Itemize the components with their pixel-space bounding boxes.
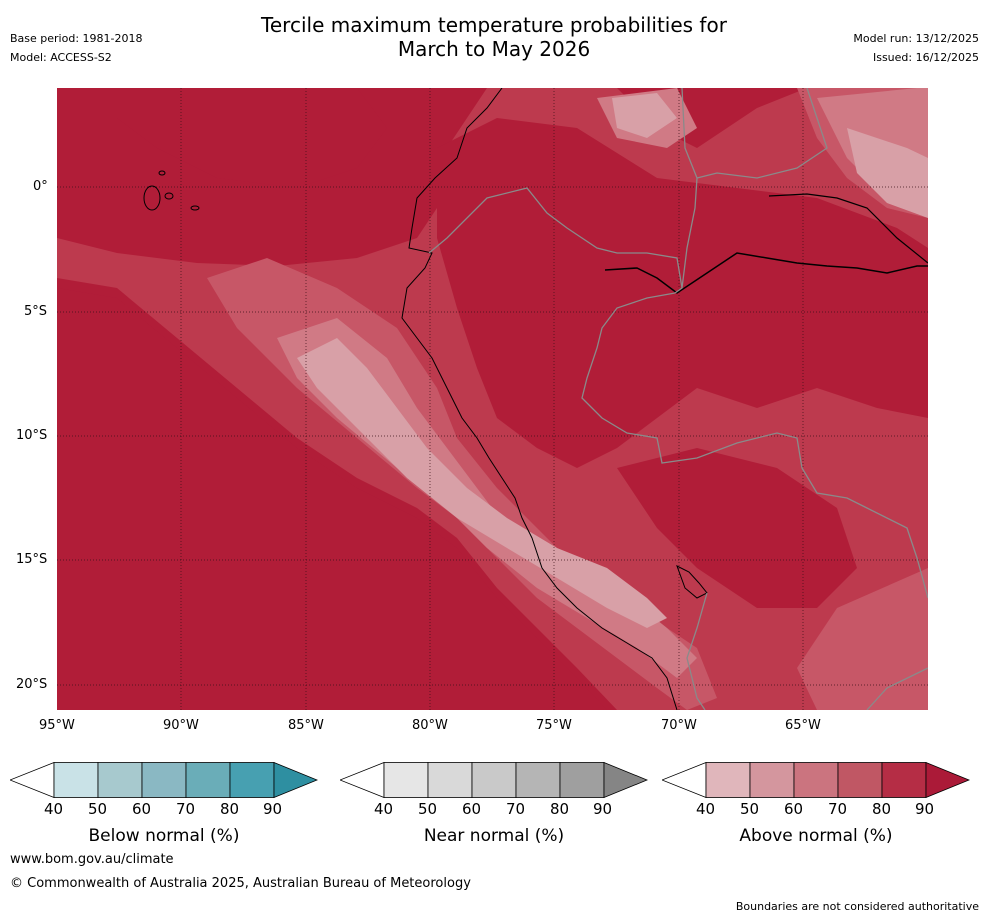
issued-date: Issued: 16/12/2025 xyxy=(872,51,979,64)
colorbar-segment xyxy=(881,762,927,798)
title-line-1: Tercile maximum temperature probabilitie… xyxy=(261,13,727,37)
colorbar-arrow-high xyxy=(925,761,971,799)
lon-label-95w: 95°W xyxy=(39,718,75,733)
colorbar-near-normal xyxy=(338,761,649,799)
rio-negro xyxy=(768,193,928,264)
coastline xyxy=(401,88,678,710)
colorbar-segment xyxy=(705,762,751,798)
colorbar-arrow-high xyxy=(603,761,649,799)
band-70-southeast xyxy=(797,568,928,710)
ticks-near-normal: 40 50 60 70 80 90 xyxy=(340,800,648,820)
colorbar-segment xyxy=(185,762,231,798)
band-90-south-central xyxy=(617,448,857,608)
colorbar-segment xyxy=(229,762,275,798)
colorbar-segment xyxy=(427,762,473,798)
galapagos-islands xyxy=(143,170,200,211)
lat-label-15s: 15°S xyxy=(16,552,48,567)
lat-label-5s: 5°S xyxy=(24,304,48,319)
lat-label-10s: 10°S xyxy=(16,428,48,443)
lat-label-0: 0° xyxy=(33,179,48,194)
tick: 40 xyxy=(44,800,64,818)
website-link[interactable]: www.bom.gov.au/climate xyxy=(10,852,174,867)
tick: 80 xyxy=(872,800,892,818)
amazon-river xyxy=(604,252,928,294)
model-run: Model run: 13/12/2025 xyxy=(853,32,979,45)
colorbar-segment xyxy=(515,762,561,798)
lon-label-65w: 65°W xyxy=(785,718,821,733)
label-below-normal: Below normal (%) xyxy=(88,826,240,846)
border-venezuela xyxy=(696,88,828,179)
disclaimer: Boundaries are not considered authoritat… xyxy=(735,900,979,913)
tick: 40 xyxy=(374,800,394,818)
title-line-2: March to May 2026 xyxy=(397,37,591,61)
tick: 80 xyxy=(220,800,240,818)
ticks-below-normal: 40 50 60 70 80 90 xyxy=(10,800,318,820)
tick: 70 xyxy=(828,800,848,818)
tick: 50 xyxy=(418,800,438,818)
label-above-normal: Above normal (%) xyxy=(739,826,893,846)
copyright: © Commonwealth of Australia 2025, Austra… xyxy=(10,876,471,891)
colorbar-arrow-low xyxy=(660,761,707,799)
colorbar-segment xyxy=(749,762,795,798)
tick: 60 xyxy=(132,800,152,818)
border-peru-brazil-bolivia xyxy=(581,292,928,599)
tick: 50 xyxy=(88,800,108,818)
lon-label-90w: 90°W xyxy=(163,718,199,733)
tick: 50 xyxy=(740,800,760,818)
lon-label-75w: 75°W xyxy=(536,718,572,733)
border-ecuador-peru-colombia xyxy=(428,187,683,294)
model-name: Model: ACCESS-S2 xyxy=(10,51,112,64)
base-period: Base period: 1981-2018 xyxy=(10,32,143,45)
lat-label-20s: 20°S xyxy=(16,677,48,692)
band-90-west xyxy=(57,288,607,710)
band-90-top xyxy=(117,88,387,188)
colorbar-segment xyxy=(141,762,187,798)
colorbar-segment xyxy=(559,762,605,798)
country-borders xyxy=(428,88,928,710)
graticule xyxy=(57,88,928,710)
colorbar-segment xyxy=(471,762,517,798)
lon-label-80w: 80°W xyxy=(412,718,448,733)
colorbar-segment xyxy=(53,762,99,798)
colorbar-below-normal xyxy=(8,761,319,799)
band-50-north xyxy=(612,93,677,138)
legend-below-normal xyxy=(8,761,319,802)
tick: 60 xyxy=(784,800,804,818)
colorbar-segment xyxy=(383,762,429,798)
colorbar-arrow-low xyxy=(8,761,55,799)
ticks-above-normal: 40 50 60 70 80 90 xyxy=(662,800,970,820)
border-colombia-brazil xyxy=(681,88,698,289)
colorbar-arrow-low xyxy=(338,761,385,799)
tick: 40 xyxy=(696,800,716,818)
tick: 90 xyxy=(593,800,613,818)
page-title: Tercile maximum temperature probabilitie… xyxy=(0,13,988,61)
tick: 60 xyxy=(462,800,482,818)
band-50-coast xyxy=(297,338,667,628)
legend-above-normal xyxy=(660,761,971,802)
tick: 80 xyxy=(550,800,570,818)
colorbar-arrow-high xyxy=(273,761,319,799)
probability-map xyxy=(57,88,928,710)
colorbar-segment xyxy=(97,762,143,798)
legend-near-normal xyxy=(338,761,649,802)
lon-label-85w: 85°W xyxy=(288,718,324,733)
tick: 90 xyxy=(915,800,935,818)
colorbar-segment xyxy=(793,762,839,798)
tick: 70 xyxy=(506,800,526,818)
colorbar-segment xyxy=(837,762,883,798)
tick: 70 xyxy=(176,800,196,818)
band-50-northeast xyxy=(847,128,928,218)
label-near-normal: Near normal (%) xyxy=(423,826,565,846)
border-southeast xyxy=(866,667,928,710)
colorbar-above-normal xyxy=(660,761,971,799)
band-90-amazon xyxy=(437,118,928,468)
border-peru-bolivia-chile xyxy=(686,592,708,710)
tick: 90 xyxy=(263,800,283,818)
lon-label-70w: 70°W xyxy=(661,718,697,733)
